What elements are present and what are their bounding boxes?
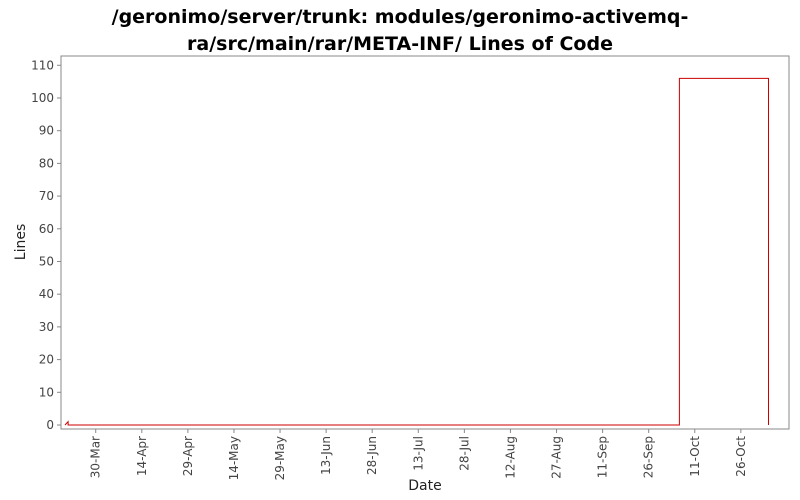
x-tick-label: 13-Jul (411, 436, 425, 471)
y-tick-label: 50 (39, 254, 54, 268)
x-tick-label: 29-Apr (181, 436, 195, 476)
y-tick-label: 110 (31, 58, 54, 72)
x-tick-label: 11-Oct (688, 436, 702, 477)
y-tick-label: 70 (39, 189, 54, 203)
y-tick-label: 20 (39, 353, 54, 367)
plot-border (60, 55, 790, 430)
series-line (64, 77, 769, 426)
series-layer (64, 77, 769, 426)
y-tick-label: 80 (39, 156, 54, 170)
y-tick-label: 40 (39, 287, 54, 301)
y-axis: 0 10 20 30 40 50 60 70 80 90 100 110 (31, 58, 61, 432)
x-tick-label: 12-Aug (503, 436, 517, 479)
y-tick-label: 30 (39, 320, 54, 334)
y-tick-label: 10 (39, 385, 54, 399)
x-tick-label: 29-May (273, 436, 287, 480)
y-axis-label: Lines (13, 224, 29, 260)
x-tick-label: 11-Sep (596, 436, 610, 478)
x-tick-label: 27-Aug (550, 436, 564, 479)
x-axis: 30-Mar 14-Apr 29-Apr 14-May 29-May 13-Jun 28-J… (89, 429, 748, 480)
plot-area (60, 55, 790, 430)
y-tick-label: 60 (39, 222, 54, 236)
x-tick-label: 14-May (227, 436, 241, 480)
x-tick-label: 28-Jun (365, 436, 379, 475)
x-tick-label: 13-Jun (319, 436, 333, 475)
x-tick-label: 26-Oct (734, 436, 748, 477)
chart-title-line-1: /geronimo/server/trunk: modules/geronimo… (111, 6, 689, 28)
chart-title: /geronimo/server/trunk: modules/geronimo… (0, 4, 800, 58)
x-tick-label: 26-Sep (642, 436, 656, 478)
chart-title-line-2: ra/src/main/rar/META-INF/ Lines of Code (187, 33, 613, 55)
x-tick-label: 28-Jul (457, 436, 471, 471)
x-tick-label: 30-Mar (89, 436, 103, 478)
x-axis-label: Date (408, 478, 441, 494)
y-tick-label: 0 (46, 418, 54, 432)
y-tick-label: 90 (39, 124, 54, 138)
x-tick-label: 14-Apr (135, 436, 149, 476)
y-tick-label: 100 (31, 91, 54, 105)
